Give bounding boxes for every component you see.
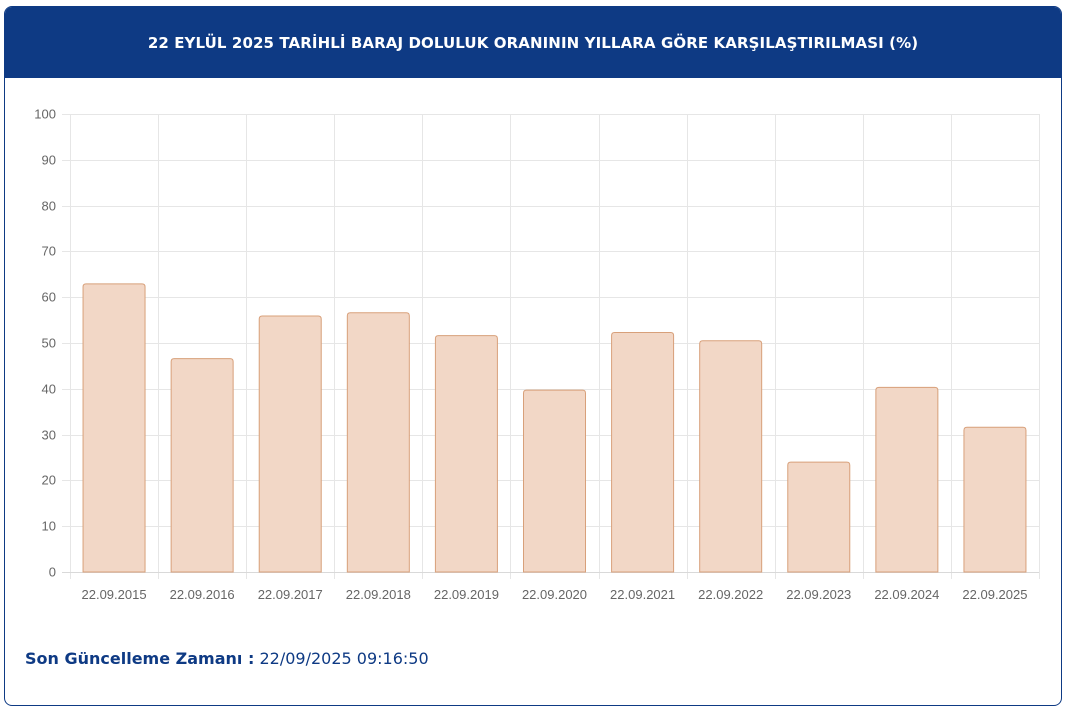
y-tick-label: 90 xyxy=(42,153,56,168)
x-tick-label: 22.09.2025 xyxy=(962,587,1027,602)
x-tick-label: 22.09.2020 xyxy=(522,587,587,602)
y-tick-label: 80 xyxy=(42,199,56,214)
y-tick-label: 40 xyxy=(42,382,56,397)
x-tick-label: 22.09.2018 xyxy=(346,587,411,602)
bar[interactable] xyxy=(170,358,234,573)
bar[interactable] xyxy=(963,426,1027,573)
x-tick-label: 22.09.2021 xyxy=(610,587,675,602)
bar[interactable] xyxy=(82,283,146,573)
x-axis-ticks: 22.09.2015 22.09.2016 22.09.2017 22.09.2018… xyxy=(82,587,1028,602)
bar[interactable] xyxy=(434,335,498,573)
y-tick-label: 60 xyxy=(42,290,56,305)
chart-title: 22 EYLÜL 2025 TARİHLİ BARAJ DOLULUK ORAN… xyxy=(147,33,919,52)
y-axis-ticks: 0 10 20 30 40 50 60 70 80 90 100 xyxy=(34,107,56,580)
y-tick-label: 50 xyxy=(42,336,56,351)
y-tick-label: 0 xyxy=(49,565,56,580)
bar[interactable] xyxy=(787,461,851,573)
x-tick-label: 22.09.2016 xyxy=(170,587,235,602)
chart-card: 22 EYLÜL 2025 TARİHLİ BARAJ DOLULUK ORAN… xyxy=(4,6,1062,706)
bars xyxy=(82,283,1027,573)
chart-title-bar: 22 EYLÜL 2025 TARİHLİ BARAJ DOLULUK ORAN… xyxy=(5,7,1061,78)
last-update: Son Güncelleme Zamanı : 22/09/2025 09:16… xyxy=(25,649,429,668)
x-tick-label: 22.09.2015 xyxy=(82,587,147,602)
y-tick-label: 30 xyxy=(42,428,56,443)
y-tick-label: 10 xyxy=(42,519,56,534)
y-tick-label: 100 xyxy=(34,107,56,122)
x-tick-label: 22.09.2022 xyxy=(698,587,763,602)
x-tick-label: 22.09.2017 xyxy=(258,587,323,602)
last-update-value: 22/09/2025 09:16:50 xyxy=(259,649,429,668)
y-tick-label: 20 xyxy=(42,473,56,488)
bar[interactable] xyxy=(346,312,410,573)
bar[interactable] xyxy=(699,340,763,573)
last-update-label: Son Güncelleme Zamanı : xyxy=(25,649,255,668)
bar[interactable] xyxy=(523,389,586,573)
y-tick-label: 70 xyxy=(42,244,56,259)
bar[interactable] xyxy=(611,331,675,573)
x-tick-label: 22.09.2024 xyxy=(874,587,939,602)
x-tick-label: 22.09.2023 xyxy=(786,587,851,602)
bar[interactable] xyxy=(875,386,939,573)
x-tick-label: 22.09.2019 xyxy=(434,587,499,602)
bar[interactable] xyxy=(258,315,322,573)
